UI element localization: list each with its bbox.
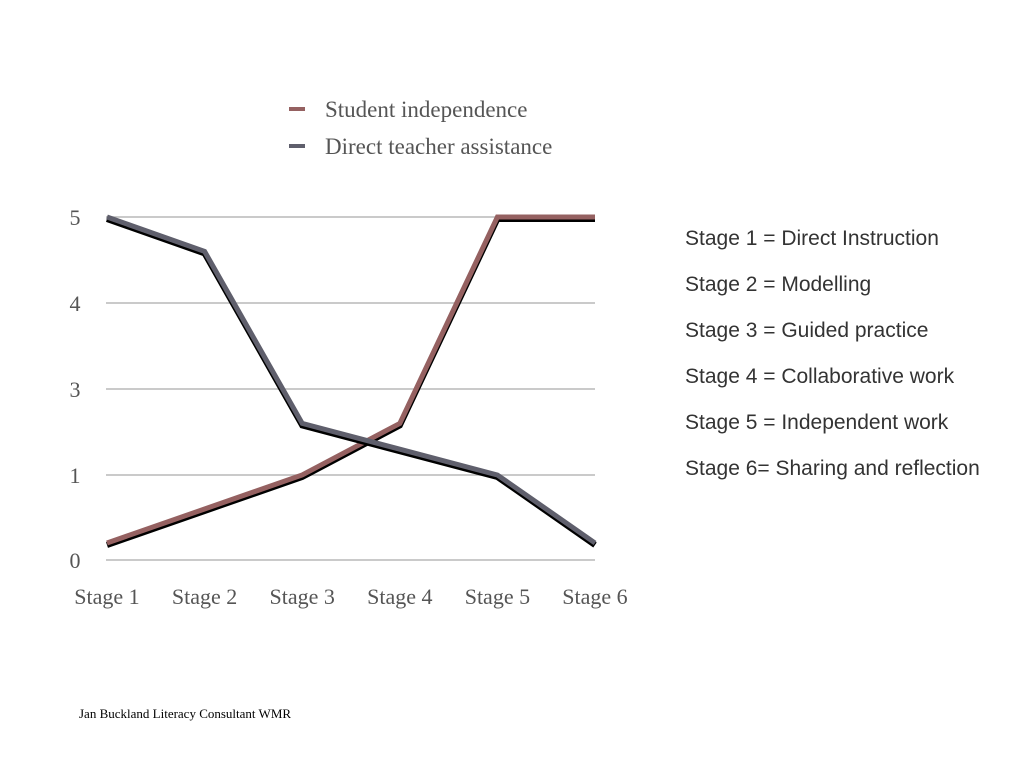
line-chart: 0 1 3 4 5 Stage 1 Stage 2 Stage 3 Stage 4 Stage 5…	[70, 97, 628, 609]
stage-definition: Stage 6= Sharing and reflection	[685, 457, 980, 480]
x-tick-label: Stage 5	[465, 584, 530, 609]
stage-definition: Stage 3 = Guided practice	[685, 319, 929, 342]
series-line-1	[106, 214, 597, 546]
y-tick-label: 4	[70, 291, 81, 316]
stage-definition: Stage 4 = Collaborative work	[685, 365, 955, 388]
legend-label: Direct teacher assistance	[325, 134, 552, 159]
x-tick-label: Stage 1	[74, 584, 139, 609]
x-tick-label: Stage 3	[270, 584, 335, 609]
x-tick-label: Stage 4	[367, 584, 432, 609]
stage-definition: Stage 1 = Direct Instruction	[685, 227, 939, 250]
series-shadow	[106, 216, 597, 548]
y-tick-label: 1	[70, 463, 81, 488]
stage-definition: Stage 5 = Independent work	[685, 411, 949, 434]
x-tick-label: Stage 2	[172, 584, 237, 609]
series-line-0	[106, 214, 595, 546]
y-tick-label: 3	[70, 377, 81, 402]
footer-credit: Jan Buckland Literacy Consultant WMR	[79, 706, 292, 721]
stage-definition: Stage 2 = Modelling	[685, 273, 872, 296]
y-tick-label: 0	[70, 548, 81, 573]
legend-label: Student independence	[325, 97, 527, 122]
y-tick-label: 5	[70, 205, 81, 230]
x-tick-label: Stage 6	[562, 584, 627, 609]
stage-definitions-list: Stage 1 = Direct Instruction Stage 2 = M…	[685, 224, 980, 500]
